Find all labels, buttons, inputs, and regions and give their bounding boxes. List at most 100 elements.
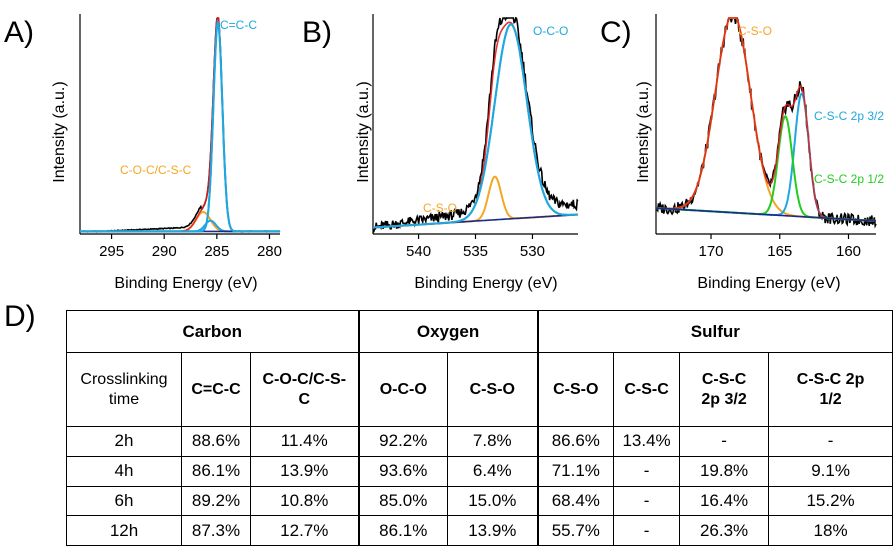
column-header-c-s-c-2p32: C-S-C 2p 3/2 <box>679 352 770 428</box>
column-header-c-s-c-2p12-line1: C-S-C 2p <box>796 370 865 388</box>
table-cell: 88.6% <box>181 426 251 457</box>
table-row: 2h 88.6% 11.4% 92.2% 7.8% 86.6% 13.4% - - <box>66 426 893 457</box>
table-cell: 85.0% <box>357 485 449 517</box>
xps-plot-oxygen: 540 535 530 O-C-O C-S-O <box>372 14 579 260</box>
table-cell: 86.1% <box>357 515 449 546</box>
table-cell: 6.4% <box>447 455 539 487</box>
fit-component-line <box>80 19 280 233</box>
row-label-cell: 12h <box>66 515 182 546</box>
peak-annotation-label: C-S-O <box>738 24 772 38</box>
column-header-c-s-c-2p12: C-S-C 2p 1/2 <box>768 352 893 428</box>
column-header-oxygen-c-s-o: C-S-O <box>447 352 539 428</box>
table-cell: 15.2% <box>768 485 893 517</box>
table-cell: - <box>613 455 681 487</box>
table-cell: 15.0% <box>447 485 539 517</box>
column-header-c-s-c-2p32-line1: C-S-C <box>701 370 747 388</box>
x-tick-label: 170 <box>698 243 723 260</box>
x-tick-label: 285 <box>204 243 229 260</box>
column-header-sulfur-c-s-o: C-S-O <box>536 352 615 428</box>
xps-plot-carbon: 295 290 285 280 C=C-C C-O-C/C-S-C <box>79 14 282 260</box>
peak-annotation-label: C-S-O <box>423 201 457 215</box>
x-axis-label-b: Binding Energy (eV) <box>414 275 558 292</box>
table-cell: 55.7% <box>536 515 615 546</box>
table-body: 2h 88.6% 11.4% 92.2% 7.8% 86.6% 13.4% - -4h 86.1%… <box>66 426 893 546</box>
table-cell: - <box>613 515 681 546</box>
table-cell: 26.3% <box>679 515 770 546</box>
table-cell: 93.6% <box>357 455 449 487</box>
table-cell: 19.8% <box>679 455 770 487</box>
table-cell: 71.1% <box>536 455 615 487</box>
column-header-c-c-c: C=C-C <box>181 352 251 428</box>
table-row: 12h 87.3% 12.7% 86.1% 13.9% 55.7% -26.3% 18% <box>66 515 893 546</box>
table-cell: - <box>768 426 893 457</box>
peak-annotation-label: C=C-C <box>220 18 257 32</box>
group-header-oxygen: Oxygen <box>357 309 539 354</box>
row-label-cell: 4h <box>66 455 182 487</box>
x-axis-label-a: Binding Energy (eV) <box>114 275 258 292</box>
peak-annotation-label: C-O-C/C-S-C <box>120 163 192 177</box>
table-group-header-row: Carbon Oxygen Sulfur <box>65 309 893 354</box>
table-cell: 9.1% <box>768 455 893 487</box>
column-header-c-o-c-line1: C-O-C/C-S- <box>262 370 347 388</box>
column-header-c-s-c-2p12-line2: 1/2 <box>819 390 842 408</box>
table-cell: 13.9% <box>447 515 539 546</box>
peak-annotation-label: C-S-C 2p 3/2 <box>814 109 884 123</box>
table-cell: 7.8% <box>447 426 539 457</box>
column-header-time-line1: Crosslinking <box>80 370 168 388</box>
table-cell: 68.4% <box>536 485 615 517</box>
column-header-c-o-c: C-O-C/C-S- C <box>249 352 360 428</box>
x-tick-label: 160 <box>836 243 861 260</box>
x-tick-label: 530 <box>520 243 545 260</box>
y-axis-label-c: Intensity (a.u.) <box>635 81 652 183</box>
peak-annotation-label: O-C-O <box>533 24 568 38</box>
panel-letter-a: A) <box>4 16 34 49</box>
column-header-time: Crosslinking time <box>66 352 182 428</box>
table-cell: 86.1% <box>181 455 251 487</box>
y-axis-label-a: Intensity (a.u.) <box>51 81 68 183</box>
fit-component-line-main <box>80 19 280 233</box>
fit-component-line-main <box>373 23 579 229</box>
panel-letter-c: C) <box>600 16 632 49</box>
table-cell: 13.4% <box>613 426 681 457</box>
xps-plot-sulfur: 170 165 160 C-S-O C-S-C 2p 3/2 C-S-C 2p 1/2 <box>655 14 884 260</box>
table-cell: 86.6% <box>536 426 615 457</box>
group-header-carbon: Carbon <box>65 309 360 354</box>
x-tick-label: 280 <box>257 243 282 260</box>
measured-spectrum-line <box>372 16 579 233</box>
background-line <box>656 207 876 222</box>
table-cell: 12.7% <box>249 515 360 546</box>
column-header-c-s-c-2p32-line2: 2p 3/2 <box>701 390 747 408</box>
table-cell: 16.4% <box>679 485 770 517</box>
group-header-sulfur: Sulfur <box>536 309 893 354</box>
measured-spectrum-line <box>79 17 281 233</box>
table-column-header-row: Crosslinking time C=C-C C-O-C/C-S- C O-C… <box>66 352 893 428</box>
column-header-c-o-c-line2: C <box>298 390 311 408</box>
x-tick-label: 165 <box>767 243 792 260</box>
x-axis-label-c: Binding Energy (eV) <box>697 275 841 292</box>
table-cell: 92.2% <box>357 426 449 457</box>
panel-letter-b: B) <box>302 16 332 49</box>
x-tick-label: 290 <box>152 243 177 260</box>
table-cell: 18% <box>768 515 893 546</box>
table-cell: - <box>679 426 770 457</box>
y-axis-label-b: Intensity (a.u.) <box>355 81 372 183</box>
table-cell: 11.4% <box>249 426 360 457</box>
column-header-time-line2: time <box>108 390 140 408</box>
panel-letter-d: D) <box>4 300 36 333</box>
table-cell: - <box>613 485 681 517</box>
x-tick-label: 540 <box>406 243 431 260</box>
row-label-cell: 6h <box>66 485 182 517</box>
x-tick-label: 535 <box>463 243 488 260</box>
table-cell: 87.3% <box>181 515 251 546</box>
table-row: 6h 89.2% 10.8% 85.0% 15.0% 68.4% -16.4% 15.2% <box>66 485 893 517</box>
fit-component-line <box>656 115 876 222</box>
column-header-c-s-c: C-S-C <box>613 352 681 428</box>
composition-table: Carbon Oxygen Sulfur Crosslinking time C… <box>65 309 893 546</box>
table-row: 4h 86.1% 13.9% 93.6% 6.4% 71.1% -19.8% 9.1% <box>66 455 893 487</box>
table-cell: 10.8% <box>249 485 360 517</box>
peak-annotation-label: C-S-C 2p 1/2 <box>814 172 884 186</box>
fit-component-line <box>80 219 280 233</box>
table-cell: 13.9% <box>249 455 360 487</box>
fit-envelope-line <box>80 17 280 233</box>
row-label-cell: 2h <box>66 426 182 457</box>
